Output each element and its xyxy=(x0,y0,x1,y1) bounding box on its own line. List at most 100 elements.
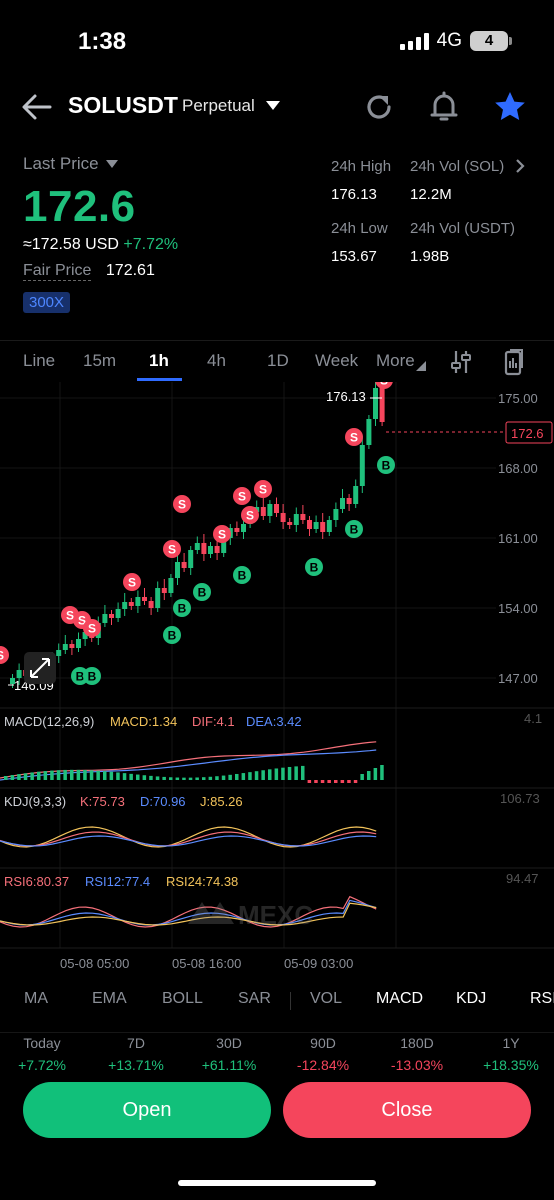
tab-more[interactable]: More xyxy=(376,351,415,370)
macd-bar xyxy=(129,773,133,780)
candle-body xyxy=(326,520,332,532)
macd-bar xyxy=(327,780,331,783)
signal-bubble xyxy=(345,428,363,446)
candle-body xyxy=(161,588,167,593)
candle-body xyxy=(267,504,273,516)
ind-ema[interactable]: EMA xyxy=(92,990,127,1007)
last-price-dropdown-icon[interactable] xyxy=(106,160,118,168)
back-arrow-icon[interactable] xyxy=(20,90,54,124)
sell-signal: S xyxy=(345,428,363,446)
header: SOLUSDT Perpetual xyxy=(0,84,554,130)
macd-bar xyxy=(142,775,147,780)
tab-15m[interactable]: 15m xyxy=(83,351,117,370)
macd-dea: DEA:3.42 xyxy=(246,714,302,729)
ind-kdj[interactable]: KDJ xyxy=(456,990,487,1007)
candlestick-chart[interactable]: SSSSBBSBBBSSBSSSSBBSBS 175.00168.00161.0… xyxy=(0,382,554,978)
macd-bar xyxy=(188,777,193,780)
perf-label-1y: 1Y xyxy=(502,1035,520,1051)
macd-bar xyxy=(116,772,120,780)
candle-body xyxy=(320,522,326,532)
candle-body xyxy=(307,520,312,529)
time-label-3: 05-09 03:00 xyxy=(284,956,353,971)
low-value: 153.67 xyxy=(331,248,377,265)
close-button[interactable]: Close xyxy=(283,1082,531,1138)
candle-body xyxy=(56,650,62,656)
macd-bar xyxy=(63,769,67,780)
signal-label: S xyxy=(246,509,254,523)
ind-vol[interactable]: VOL xyxy=(310,990,343,1007)
macd-bar xyxy=(228,774,232,780)
macd-bar xyxy=(89,770,94,780)
rsi6-value: RSI6:80.37 xyxy=(4,874,69,889)
candle-body xyxy=(214,546,220,553)
kdj-j: J:85.26 xyxy=(200,794,243,809)
ind-macd[interactable]: MACD xyxy=(376,990,424,1007)
candle-body xyxy=(287,522,293,525)
signal-bubble xyxy=(233,566,251,584)
chart-mode-icon[interactable] xyxy=(502,348,524,376)
open-button[interactable]: Open xyxy=(23,1082,271,1138)
macd-dea-line xyxy=(0,749,377,781)
sell-signal: S xyxy=(173,495,191,513)
candle-body xyxy=(168,578,174,593)
contract-dropdown-icon[interactable] xyxy=(266,101,280,110)
ind-ma[interactable]: MA xyxy=(24,990,48,1007)
macd-bar xyxy=(287,766,292,780)
signal-label: S xyxy=(168,543,176,557)
candle-body xyxy=(181,562,187,568)
ind-sar[interactable]: SAR xyxy=(238,990,271,1007)
tab-1d[interactable]: 1D xyxy=(267,351,289,370)
price-axis-label: 154.00 xyxy=(498,601,538,616)
signal-bubble xyxy=(241,506,259,524)
macd-bar xyxy=(347,780,351,783)
candle-body xyxy=(221,538,227,553)
candle-body xyxy=(175,562,180,578)
svg-text:MEXC: MEXC xyxy=(238,900,313,930)
favorite-star-icon[interactable] xyxy=(493,90,527,124)
tab-1h[interactable]: 1h xyxy=(149,351,169,370)
contract-type[interactable]: Perpetual xyxy=(182,96,255,115)
vol-usdt-label: 24h Vol (USDT) xyxy=(410,220,516,237)
symbol-title[interactable]: SOLUSDT xyxy=(68,92,178,118)
candle-body xyxy=(155,588,161,608)
macd-bar xyxy=(162,776,166,780)
candle-body xyxy=(201,543,207,554)
more-corner-icon[interactable] xyxy=(416,361,426,371)
ind-rsi[interactable]: RSI xyxy=(530,990,554,1007)
perf-label-30d: 30D xyxy=(216,1035,242,1051)
macd-bar xyxy=(360,774,364,780)
chevron-right-icon[interactable] xyxy=(513,158,527,174)
refresh-icon[interactable] xyxy=(362,90,396,124)
home-indicator[interactable] xyxy=(178,1180,376,1186)
last-price-label[interactable]: Last Price xyxy=(23,154,99,173)
tab-4h[interactable]: 4h xyxy=(207,351,226,370)
vol-usdt-value: 1.98B xyxy=(410,248,450,265)
perf-label-180d: 180D xyxy=(400,1035,434,1051)
signal-label: S xyxy=(218,528,226,542)
ind-boll[interactable]: BOLL xyxy=(162,990,203,1007)
candle-body xyxy=(135,597,141,606)
rsi-line xyxy=(0,895,377,928)
signal-label: B xyxy=(198,586,207,600)
tab-line[interactable]: Line xyxy=(23,351,56,370)
fair-price-label[interactable]: Fair Price xyxy=(23,262,92,281)
rsi-panel xyxy=(0,895,377,928)
candle-body xyxy=(241,524,246,532)
indicator-settings-icon[interactable] xyxy=(450,349,472,375)
macd-value: MACD:1.34 xyxy=(110,714,177,729)
candle-body xyxy=(379,388,385,422)
macd-bar xyxy=(96,770,100,780)
network-label: 4G xyxy=(436,30,462,51)
candle-body xyxy=(340,498,345,509)
tab-week[interactable]: Week xyxy=(315,351,359,370)
macd-bar xyxy=(103,771,107,780)
low-label: 24h Low xyxy=(331,220,388,237)
candle-body xyxy=(82,632,88,639)
signal-bubble xyxy=(173,599,191,617)
fair-price-value: 172.61 xyxy=(105,262,155,279)
bell-icon[interactable] xyxy=(427,90,461,124)
candle-body xyxy=(366,419,372,445)
time-label-2: 05-08 16:00 xyxy=(172,956,241,971)
signal-label: B xyxy=(238,569,247,583)
candle-body xyxy=(333,509,339,520)
